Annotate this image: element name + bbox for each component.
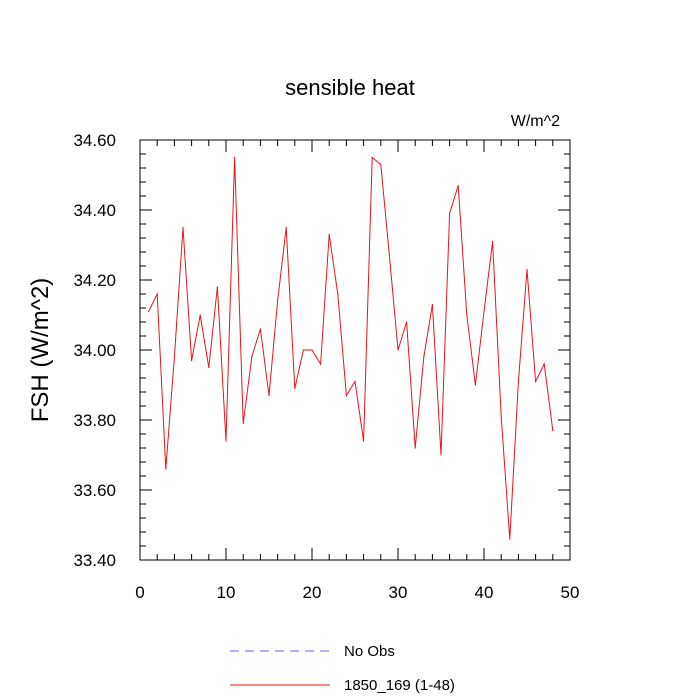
data-point: [199, 314, 201, 316]
data-point: [474, 384, 476, 386]
data-point: [440, 454, 442, 456]
x-tick-label: 30: [389, 583, 408, 602]
plot-frame: [139, 139, 571, 561]
series-group: [148, 156, 554, 540]
x-tick-label: 40: [475, 583, 494, 602]
x-tick-label: 20: [303, 583, 322, 602]
data-point: [268, 394, 270, 397]
data-point: [363, 440, 365, 442]
series-line: [148, 156, 554, 540]
data-point: [466, 314, 468, 316]
x-tick-label: 10: [217, 583, 236, 602]
data-point: [191, 359, 193, 362]
legend: No Obs 1850_169 (1-48): [230, 643, 455, 694]
data-point: [397, 349, 399, 351]
data-point: [345, 394, 347, 397]
y-tick-label: 33.80: [73, 411, 116, 430]
data-point: [380, 163, 382, 166]
data-point: [285, 226, 287, 229]
y-tick-label: 33.60: [73, 481, 116, 500]
data-point: [492, 240, 494, 243]
data-point: [259, 328, 261, 330]
data-point: [517, 380, 520, 383]
data-point: [225, 440, 227, 442]
data-point: [423, 356, 425, 358]
data-point: [552, 429, 554, 432]
data-point: [242, 422, 244, 425]
data-point: [371, 156, 373, 159]
data-point: [431, 303, 433, 306]
data-point: [311, 349, 313, 351]
data-point: [216, 286, 218, 288]
data-point: [414, 447, 416, 449]
y-tick-label: 34.60: [73, 131, 116, 150]
data-point: [406, 321, 408, 323]
data-point: [354, 380, 356, 383]
y-tick-label: 34.00: [73, 341, 116, 360]
data-point: [457, 184, 459, 187]
y-tick-label: 34.40: [73, 201, 116, 220]
data-point: [535, 380, 537, 383]
data-point: [148, 310, 150, 313]
data-point: [320, 363, 322, 365]
data-point: [294, 387, 296, 390]
data-point: [234, 156, 236, 159]
y-tick-label: 34.20: [73, 271, 116, 290]
data-point: [500, 415, 502, 418]
data-point: [156, 293, 158, 295]
data-point: [302, 349, 304, 351]
legend-label-no-obs: No Obs: [344, 643, 395, 660]
x-tick-label: 0: [135, 583, 144, 602]
y-tick-label: 33.40: [73, 551, 116, 570]
tick-labels: 0 10 20 30 40 50 33.40 33.60 33.80 34.00 34.20 34.4…: [73, 131, 579, 602]
data-point: [526, 268, 528, 271]
data-point: [173, 356, 175, 358]
data-point: [543, 363, 545, 365]
legend-label-1850-169: 1850_169 (1-48): [344, 677, 455, 694]
chart-title: sensible heat: [285, 75, 415, 100]
data-point: [208, 366, 210, 369]
data-point: [165, 468, 167, 470]
data-point: [328, 233, 330, 236]
data-point: [509, 538, 511, 540]
data-point: [251, 356, 253, 358]
data-point: [449, 212, 451, 215]
data-point: [182, 226, 184, 229]
data-point: [483, 310, 485, 313]
x-tick-label: 50: [561, 583, 580, 602]
axis-ticks: [139, 139, 571, 561]
data-point: [388, 254, 390, 257]
units-label: W/m^2: [511, 113, 560, 130]
data-point: [337, 293, 339, 295]
y-axis-label: FSH (W/m^2): [27, 278, 54, 423]
data-point: [277, 300, 279, 302]
